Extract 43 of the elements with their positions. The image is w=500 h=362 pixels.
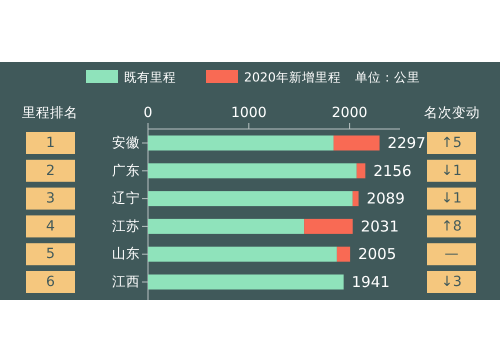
text: ↑8 xyxy=(441,218,462,234)
total-label: 2031 xyxy=(360,217,399,236)
y-tick-label: 辽宁 xyxy=(112,190,140,207)
x-tick-label: 1000 xyxy=(230,105,267,121)
bar xyxy=(356,163,366,178)
bar xyxy=(336,246,350,262)
text: — xyxy=(444,246,458,262)
legend-label: 2020年新增里程 xyxy=(244,70,341,84)
text: ↓3 xyxy=(441,274,462,290)
text: 里程排名 xyxy=(22,105,78,121)
text: 4 xyxy=(46,218,56,234)
total-label: 2005 xyxy=(358,245,396,264)
y-tick-label: 安徽 xyxy=(112,135,140,151)
total-label: 2297 xyxy=(388,134,426,152)
text: 2 xyxy=(46,162,55,179)
y-tick-label: 江西 xyxy=(112,274,140,290)
total-label: 2156 xyxy=(373,162,412,180)
bar xyxy=(148,163,357,178)
text: ↑5 xyxy=(441,135,462,151)
bar xyxy=(334,136,380,150)
bar xyxy=(148,246,337,262)
bar xyxy=(148,191,353,206)
x-tick-label: 0 xyxy=(144,105,152,121)
bar xyxy=(148,274,344,290)
total-label: 2089 xyxy=(366,190,405,208)
bar xyxy=(304,218,353,234)
total-label: 1941 xyxy=(352,273,390,291)
legend-label: 既有里程 xyxy=(124,70,176,84)
text: 名次变动 xyxy=(424,105,480,121)
text: 6 xyxy=(46,274,56,290)
bar xyxy=(148,218,304,234)
text: 5 xyxy=(46,246,55,262)
text: 1 xyxy=(46,135,55,151)
text: 单位：公里 xyxy=(355,70,420,84)
y-tick-label: 广东 xyxy=(112,162,140,179)
y-tick-label: 山东 xyxy=(112,246,140,262)
bar xyxy=(352,191,359,206)
x-tick-label: 2000 xyxy=(332,105,368,121)
text: ↓1 xyxy=(441,190,462,207)
text: ↓1 xyxy=(441,162,462,179)
text: 3 xyxy=(46,190,55,207)
y-tick-label: 江苏 xyxy=(112,218,140,234)
bar xyxy=(148,136,334,150)
